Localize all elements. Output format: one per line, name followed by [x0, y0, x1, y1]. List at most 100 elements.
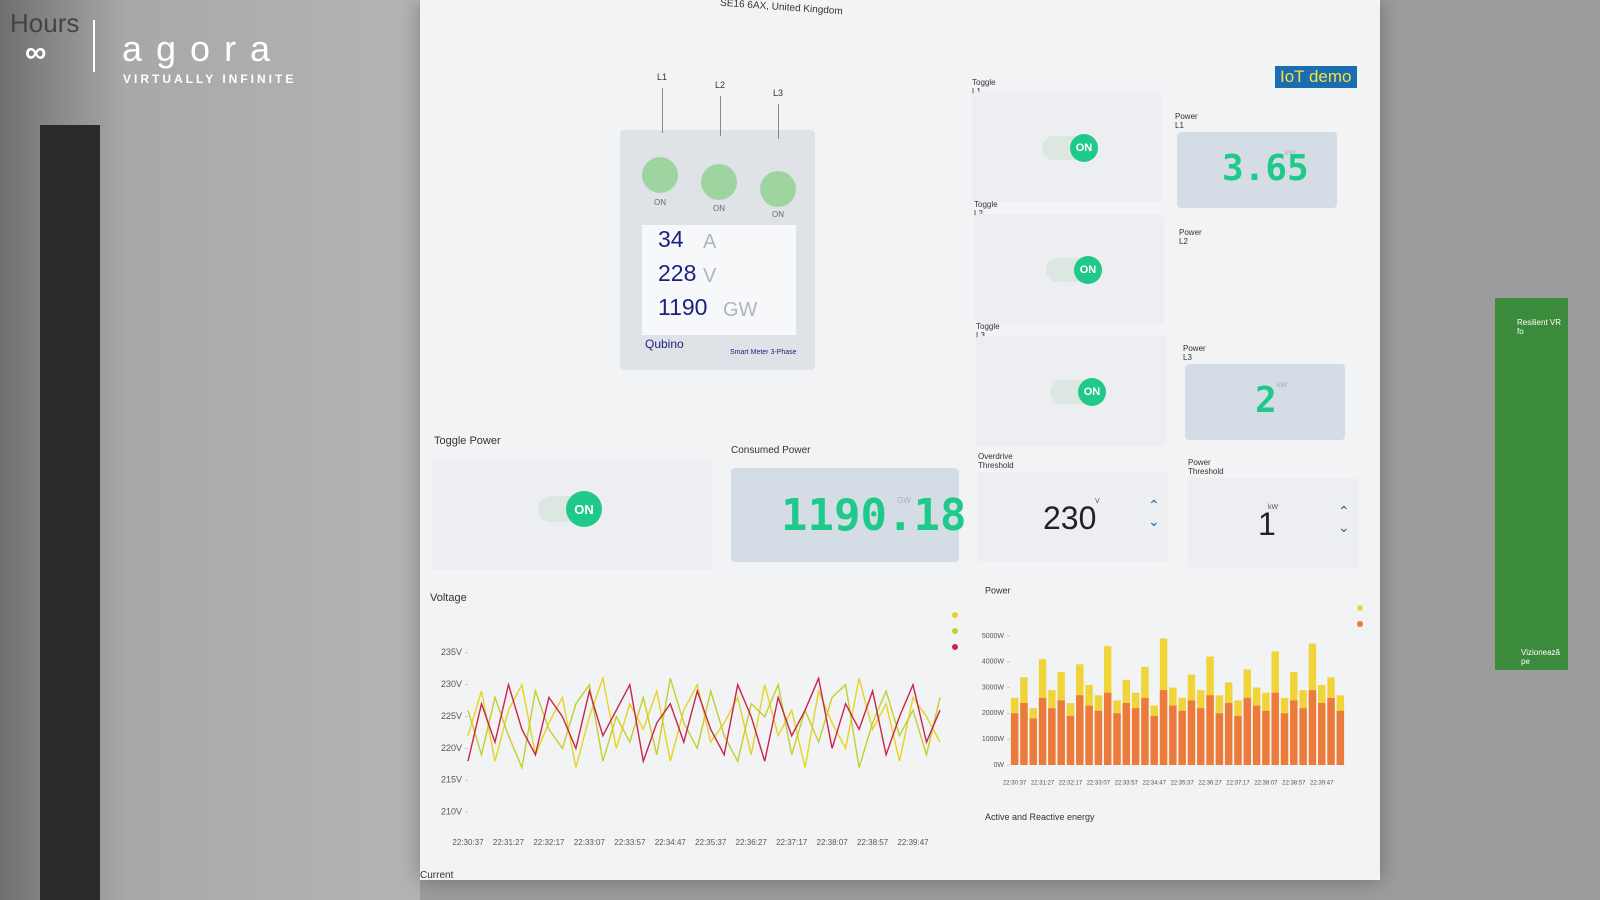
line-arrow	[662, 88, 663, 133]
stepper[interactable]: ⌃ ⌄	[1338, 503, 1350, 535]
bar	[1141, 697, 1149, 765]
legend-dot	[952, 612, 958, 618]
bar	[1299, 708, 1307, 765]
line-label: L2	[715, 80, 726, 90]
reading-value: 228	[658, 260, 697, 286]
toggle[interactable]: ON	[1050, 378, 1106, 406]
threshold-value[interactable]: 230	[1043, 500, 1097, 536]
logo: agora	[122, 28, 285, 69]
bar	[1076, 695, 1084, 765]
breaker-state: ON	[713, 204, 725, 213]
x-tick-label: 22:34:47	[1143, 781, 1167, 787]
bar	[1103, 692, 1112, 765]
power-unit: kW	[1285, 150, 1296, 157]
power-value: 3.65	[1222, 148, 1309, 189]
threshold-value[interactable]: 1	[1258, 506, 1276, 542]
x-tick-label: 22:38:57	[1282, 781, 1306, 787]
power-label: Power L1	[1175, 112, 1198, 130]
bar	[1280, 713, 1289, 765]
y-tick-label: 3000W	[982, 684, 1005, 691]
logo-mark: ∞	[25, 36, 47, 69]
meter-model: Smart Meter 3-Phase	[730, 349, 797, 356]
chart-title: Power	[985, 585, 1011, 595]
bar	[1327, 697, 1335, 765]
x-tick-label: 22:36:27	[1198, 781, 1222, 787]
breaker-state: ON	[654, 198, 666, 207]
meter-screen	[642, 225, 796, 335]
bar	[1038, 697, 1047, 765]
y-tick-label: 1000W	[982, 736, 1005, 743]
legend-dot	[952, 628, 958, 634]
line-arrow	[778, 104, 779, 139]
bar	[1336, 710, 1345, 765]
power-label: Power L3	[1183, 344, 1206, 362]
side-button[interactable]: Vizionează pe	[1521, 648, 1560, 666]
threshold-card: 1 kW ⌃ ⌄	[1188, 478, 1358, 568]
chart-title: Voltage	[430, 592, 467, 604]
section-label: Current	[420, 870, 454, 881]
consumed-display: 1190.18 GW	[731, 468, 966, 562]
x-tick-label: 22:33:07	[574, 838, 606, 847]
reading-value: 34	[658, 226, 684, 252]
reading-unit: A	[703, 231, 717, 253]
bar	[1150, 715, 1158, 765]
x-tick-label: 22:30:37	[452, 838, 484, 847]
voltage-line	[467, 678, 941, 771]
door-frame	[40, 125, 100, 900]
side-title: Resilient VR fo	[1517, 318, 1562, 336]
x-tick-label: 22:36:27	[736, 838, 768, 847]
dashboard: SE16 6AX, United Kingdom IoT demo Qubino…	[420, 0, 1380, 881]
x-tick-label: 22:37:17	[776, 838, 808, 847]
toggle-label: Toggle L3	[976, 322, 1000, 340]
toggle[interactable]: ON	[1042, 134, 1098, 162]
y-tick-label: 230V	[441, 679, 462, 689]
toggle-power-label: Toggle Power	[434, 435, 501, 447]
toggle-state: ON	[1070, 134, 1098, 162]
bar	[1262, 710, 1270, 765]
bar	[1187, 700, 1196, 765]
y-tick-label: 215V	[441, 775, 462, 785]
bar	[1271, 692, 1279, 765]
threshold-label: Power Threshold	[1188, 458, 1224, 476]
breaker	[701, 164, 737, 200]
x-tick-label: 22:34:47	[655, 838, 687, 847]
logo-divider	[93, 20, 95, 72]
y-tick-label: 4000W	[982, 659, 1005, 666]
meter: Qubino Smart Meter 3-Phase ON 34 A ON 228 V ON…	[620, 130, 815, 370]
y-tick-label: 220V	[441, 743, 462, 753]
y-tick-label: 235V	[441, 647, 462, 657]
consumed-unit: GW	[897, 496, 911, 505]
x-tick-label: 22:32:17	[1059, 781, 1083, 787]
toggle-label: Toggle L2	[974, 200, 998, 218]
bar	[1085, 705, 1093, 765]
power-display: 3.65 kW	[1177, 132, 1337, 208]
x-tick-label: 22:38:07	[1254, 781, 1278, 787]
stepper[interactable]: ⌃ ⌄	[1148, 497, 1160, 529]
consumed-label: Consumed Power	[731, 445, 811, 456]
toggle[interactable]: ON	[1046, 256, 1102, 284]
bar	[1308, 690, 1317, 765]
bar	[1094, 710, 1103, 765]
y-tick-label: 210V	[441, 807, 462, 817]
x-tick-label: 22:30:37	[1003, 781, 1027, 787]
reading-unit: GW	[723, 299, 758, 321]
bar	[1243, 697, 1252, 765]
bar	[1206, 695, 1214, 765]
toggle-state: ON	[1078, 378, 1106, 406]
x-tick-label: 22:39:47	[897, 838, 929, 847]
y-tick-label: 0W	[994, 762, 1005, 769]
x-tick-label: 22:39:47	[1310, 781, 1334, 787]
voltage-chart: Voltage 210V 215V 220V 225V 230V 235V 22:30:37 2…	[430, 592, 958, 847]
toggle-power[interactable]: ON	[538, 491, 602, 527]
x-tick-label: 22:31:27	[1031, 781, 1055, 787]
bar	[1215, 713, 1224, 765]
x-tick-label: 22:33:57	[1115, 781, 1139, 787]
y-tick-label: 5000W	[982, 633, 1005, 640]
bar	[1197, 708, 1205, 765]
address: SE16 6AX, United Kingdom	[719, 0, 844, 18]
corner-text: Hours	[10, 8, 80, 38]
bar	[1290, 700, 1298, 765]
bar	[1178, 710, 1186, 765]
power-display: 2 kW	[1185, 364, 1345, 440]
